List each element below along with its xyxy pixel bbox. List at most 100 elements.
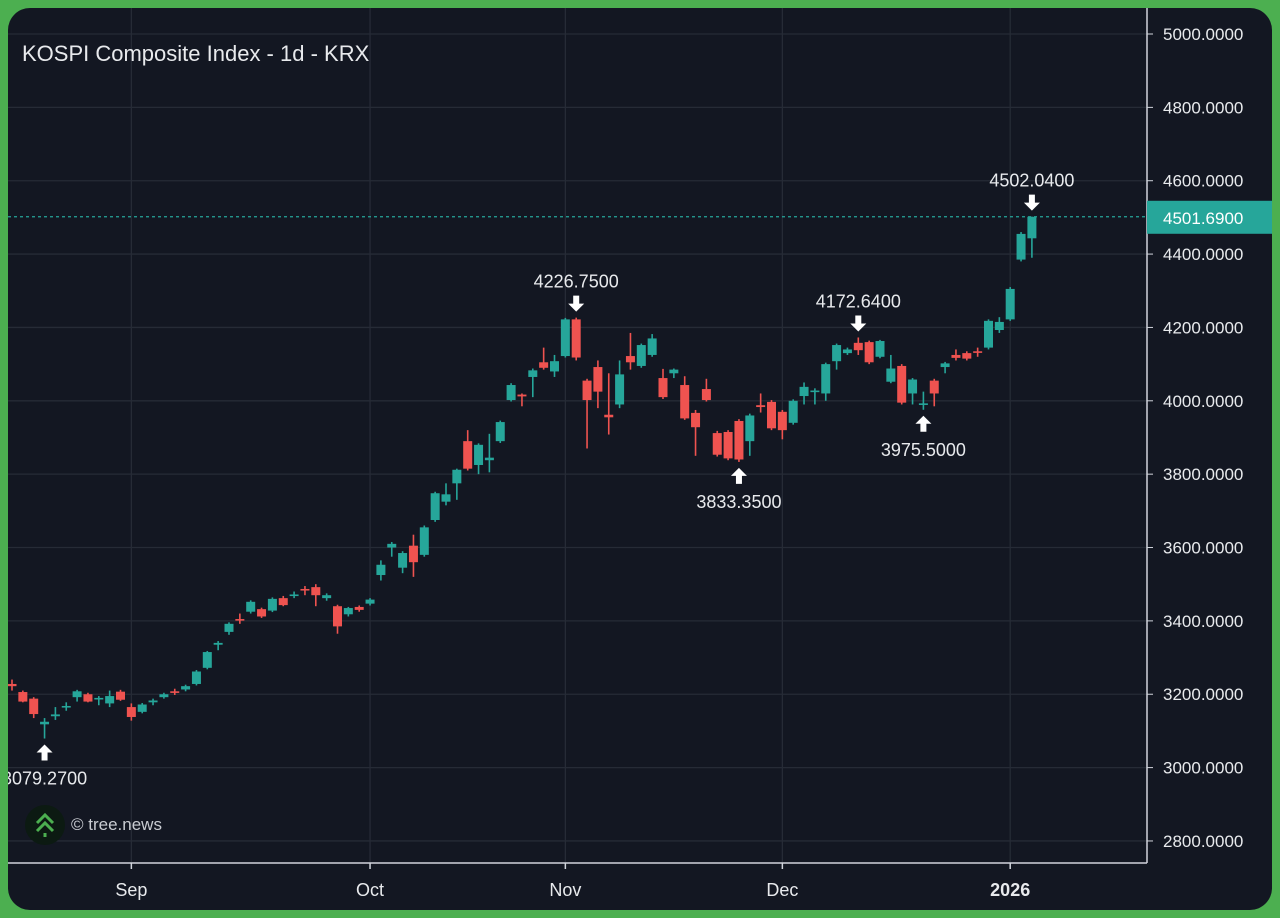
candle-body [246, 601, 256, 612]
candle-down [517, 393, 527, 407]
candle-down [311, 584, 321, 607]
candle-body [40, 721, 50, 725]
candle-body [539, 362, 549, 368]
candle-body [474, 444, 484, 465]
candle-body [430, 493, 440, 521]
candle-body [528, 370, 538, 377]
arrow-up-icon [915, 415, 932, 432]
low-annotation-label: 3975.5000 [881, 440, 966, 460]
candle-down [853, 337, 863, 355]
watermark: © tree.news [25, 805, 162, 845]
candle-down [593, 360, 603, 409]
candle-up [886, 354, 896, 384]
arrow-down-icon [568, 295, 585, 312]
candle-body [756, 405, 766, 408]
candle-up [50, 707, 60, 720]
candle-body [647, 338, 657, 355]
candle-down [691, 409, 701, 456]
candle-body [767, 401, 776, 429]
candle-body [582, 380, 592, 401]
candle-up [908, 378, 918, 405]
arrow-up-icon [36, 744, 53, 761]
candle-up [289, 591, 299, 599]
candle-down [625, 332, 635, 370]
candle-down [300, 586, 310, 596]
y-tick-label: 3800.0000 [1163, 465, 1243, 484]
candlestick-chart[interactable]: 5000.0000 4800.0000 4600.0000 4400.0000 4200… [8, 8, 1272, 910]
candle-body [788, 400, 798, 423]
candle-body [777, 411, 787, 431]
x-tick-label: Sep [115, 880, 147, 900]
candle-up [484, 433, 494, 473]
candle-down [951, 349, 961, 361]
y-tick-label: 5000.0000 [1163, 25, 1243, 44]
candle-body [853, 342, 863, 351]
candle-down [777, 409, 787, 440]
candle-body [886, 368, 896, 382]
candle-body [170, 691, 180, 693]
candle-up [213, 641, 223, 651]
candle-up [202, 650, 212, 670]
candle-body [712, 433, 722, 455]
candle-body [398, 553, 408, 568]
y-tick-label: 4400.0000 [1163, 245, 1243, 264]
candle-body [810, 390, 820, 393]
candle-body [419, 527, 429, 555]
candle-body [625, 356, 635, 363]
candle-body [235, 619, 245, 621]
candle-down [680, 376, 690, 420]
candle-body [495, 422, 505, 442]
candle-down [897, 364, 907, 405]
candle-down [18, 690, 28, 703]
candle-body [387, 543, 397, 548]
candle-body [484, 457, 494, 461]
candle-down [116, 689, 125, 701]
y-tick-label: 3600.0000 [1163, 539, 1243, 558]
candle-body [723, 431, 733, 459]
candle-up [105, 690, 115, 708]
candle-down [257, 607, 267, 618]
candle-up [322, 593, 332, 601]
candle-down [604, 373, 614, 435]
candle-body [441, 494, 451, 502]
candle-body [908, 379, 918, 394]
candle-body [897, 365, 907, 403]
candle-down [463, 430, 473, 471]
candle-up [224, 622, 234, 635]
candle-up [984, 319, 993, 350]
candle-body [463, 441, 473, 469]
arrow-up-icon [730, 467, 747, 484]
candle-body [875, 341, 885, 357]
candle-down [973, 347, 983, 357]
candle-body [29, 698, 39, 715]
candle-up [560, 317, 570, 358]
candle-up [430, 491, 440, 522]
candle-body [354, 606, 364, 610]
chart-panel: 5000.0000 4800.0000 4600.0000 4400.0000 4200… [8, 8, 1272, 910]
candle-up [246, 600, 256, 614]
candle-body [962, 353, 972, 359]
x-tick-label: 2026 [990, 880, 1030, 900]
candle-body [202, 652, 212, 668]
chart-title: KOSPI Composite Index - 1d - KRX [22, 41, 370, 66]
candle-body [452, 469, 462, 484]
tree-logo-icon [25, 805, 65, 845]
candle-body [137, 704, 147, 712]
candle-body [1005, 288, 1015, 320]
candle-body [799, 386, 809, 397]
x-tick-label: Oct [356, 880, 384, 900]
candle-up [550, 354, 559, 377]
candle-body [72, 691, 82, 698]
candle-up [821, 362, 831, 401]
y-tick-label: 2800.0000 [1163, 832, 1243, 851]
candle-body [181, 686, 191, 690]
candle-body [517, 394, 527, 397]
candle-body [691, 412, 701, 428]
candle-up [528, 368, 538, 398]
candle-up [474, 443, 484, 475]
y-tick-label: 4600.0000 [1163, 172, 1243, 191]
y-tick-label: 3000.0000 [1163, 759, 1243, 778]
candle-down [354, 605, 364, 612]
candle-up [994, 317, 1004, 333]
candle-body [506, 385, 516, 401]
